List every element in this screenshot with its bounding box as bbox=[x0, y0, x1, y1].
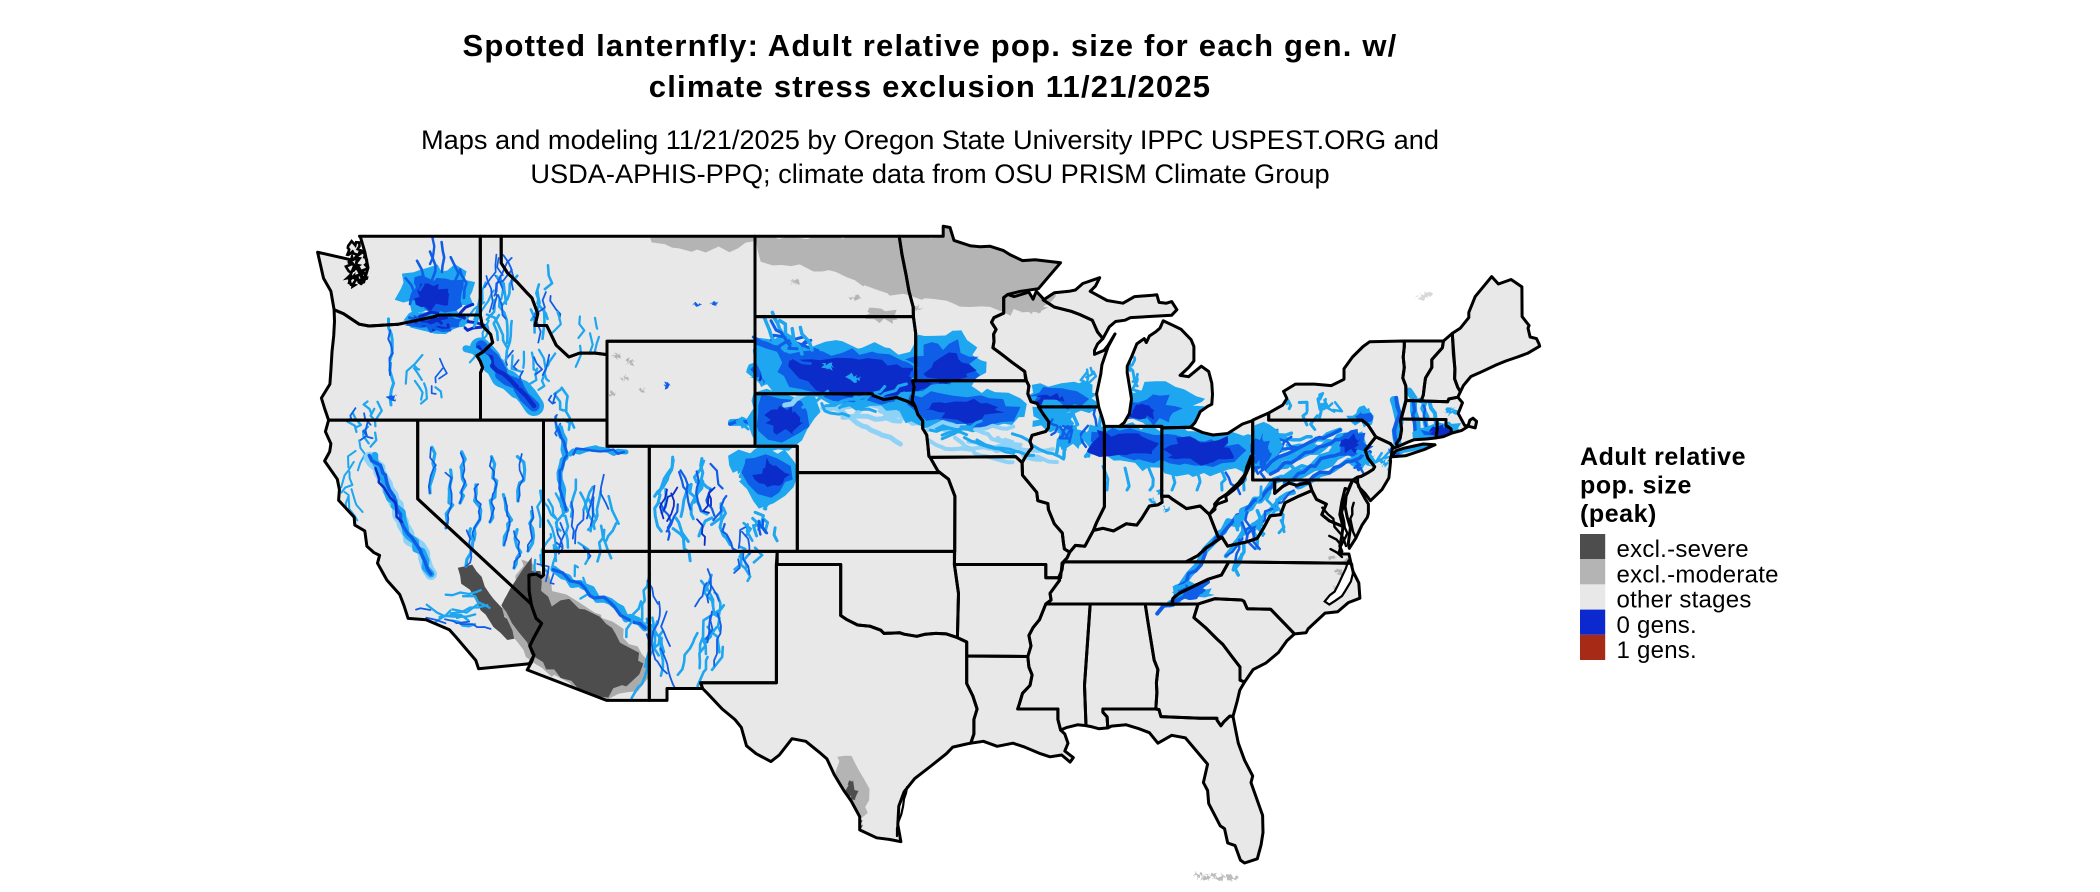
svg-text:0 gens.: 0 gens. bbox=[1617, 612, 1697, 639]
svg-text:Maps and modeling 11/21/2025 b: Maps and modeling 11/21/2025 by Oregon S… bbox=[421, 124, 1439, 155]
svg-text:excl.-moderate: excl.-moderate bbox=[1617, 561, 1779, 588]
svg-text:Adult relative: Adult relative bbox=[1580, 443, 1746, 471]
svg-text:other stages: other stages bbox=[1617, 587, 1752, 614]
svg-text:excl.-severe: excl.-severe bbox=[1617, 536, 1749, 563]
svg-text:climate stress exclusion 11/21: climate stress exclusion 11/21/2025 bbox=[649, 69, 1211, 104]
svg-text:(peak): (peak) bbox=[1580, 500, 1657, 528]
svg-text:Spotted lanternfly: Adult rela: Spotted lanternfly: Adult relative pop. … bbox=[462, 28, 1397, 63]
svg-text:USDA-APHIS-PPQ; climate data f: USDA-APHIS-PPQ; climate data from OSU PR… bbox=[530, 158, 1329, 189]
svg-text:pop. size: pop. size bbox=[1580, 472, 1692, 500]
svg-text:1 gens.: 1 gens. bbox=[1617, 637, 1697, 664]
